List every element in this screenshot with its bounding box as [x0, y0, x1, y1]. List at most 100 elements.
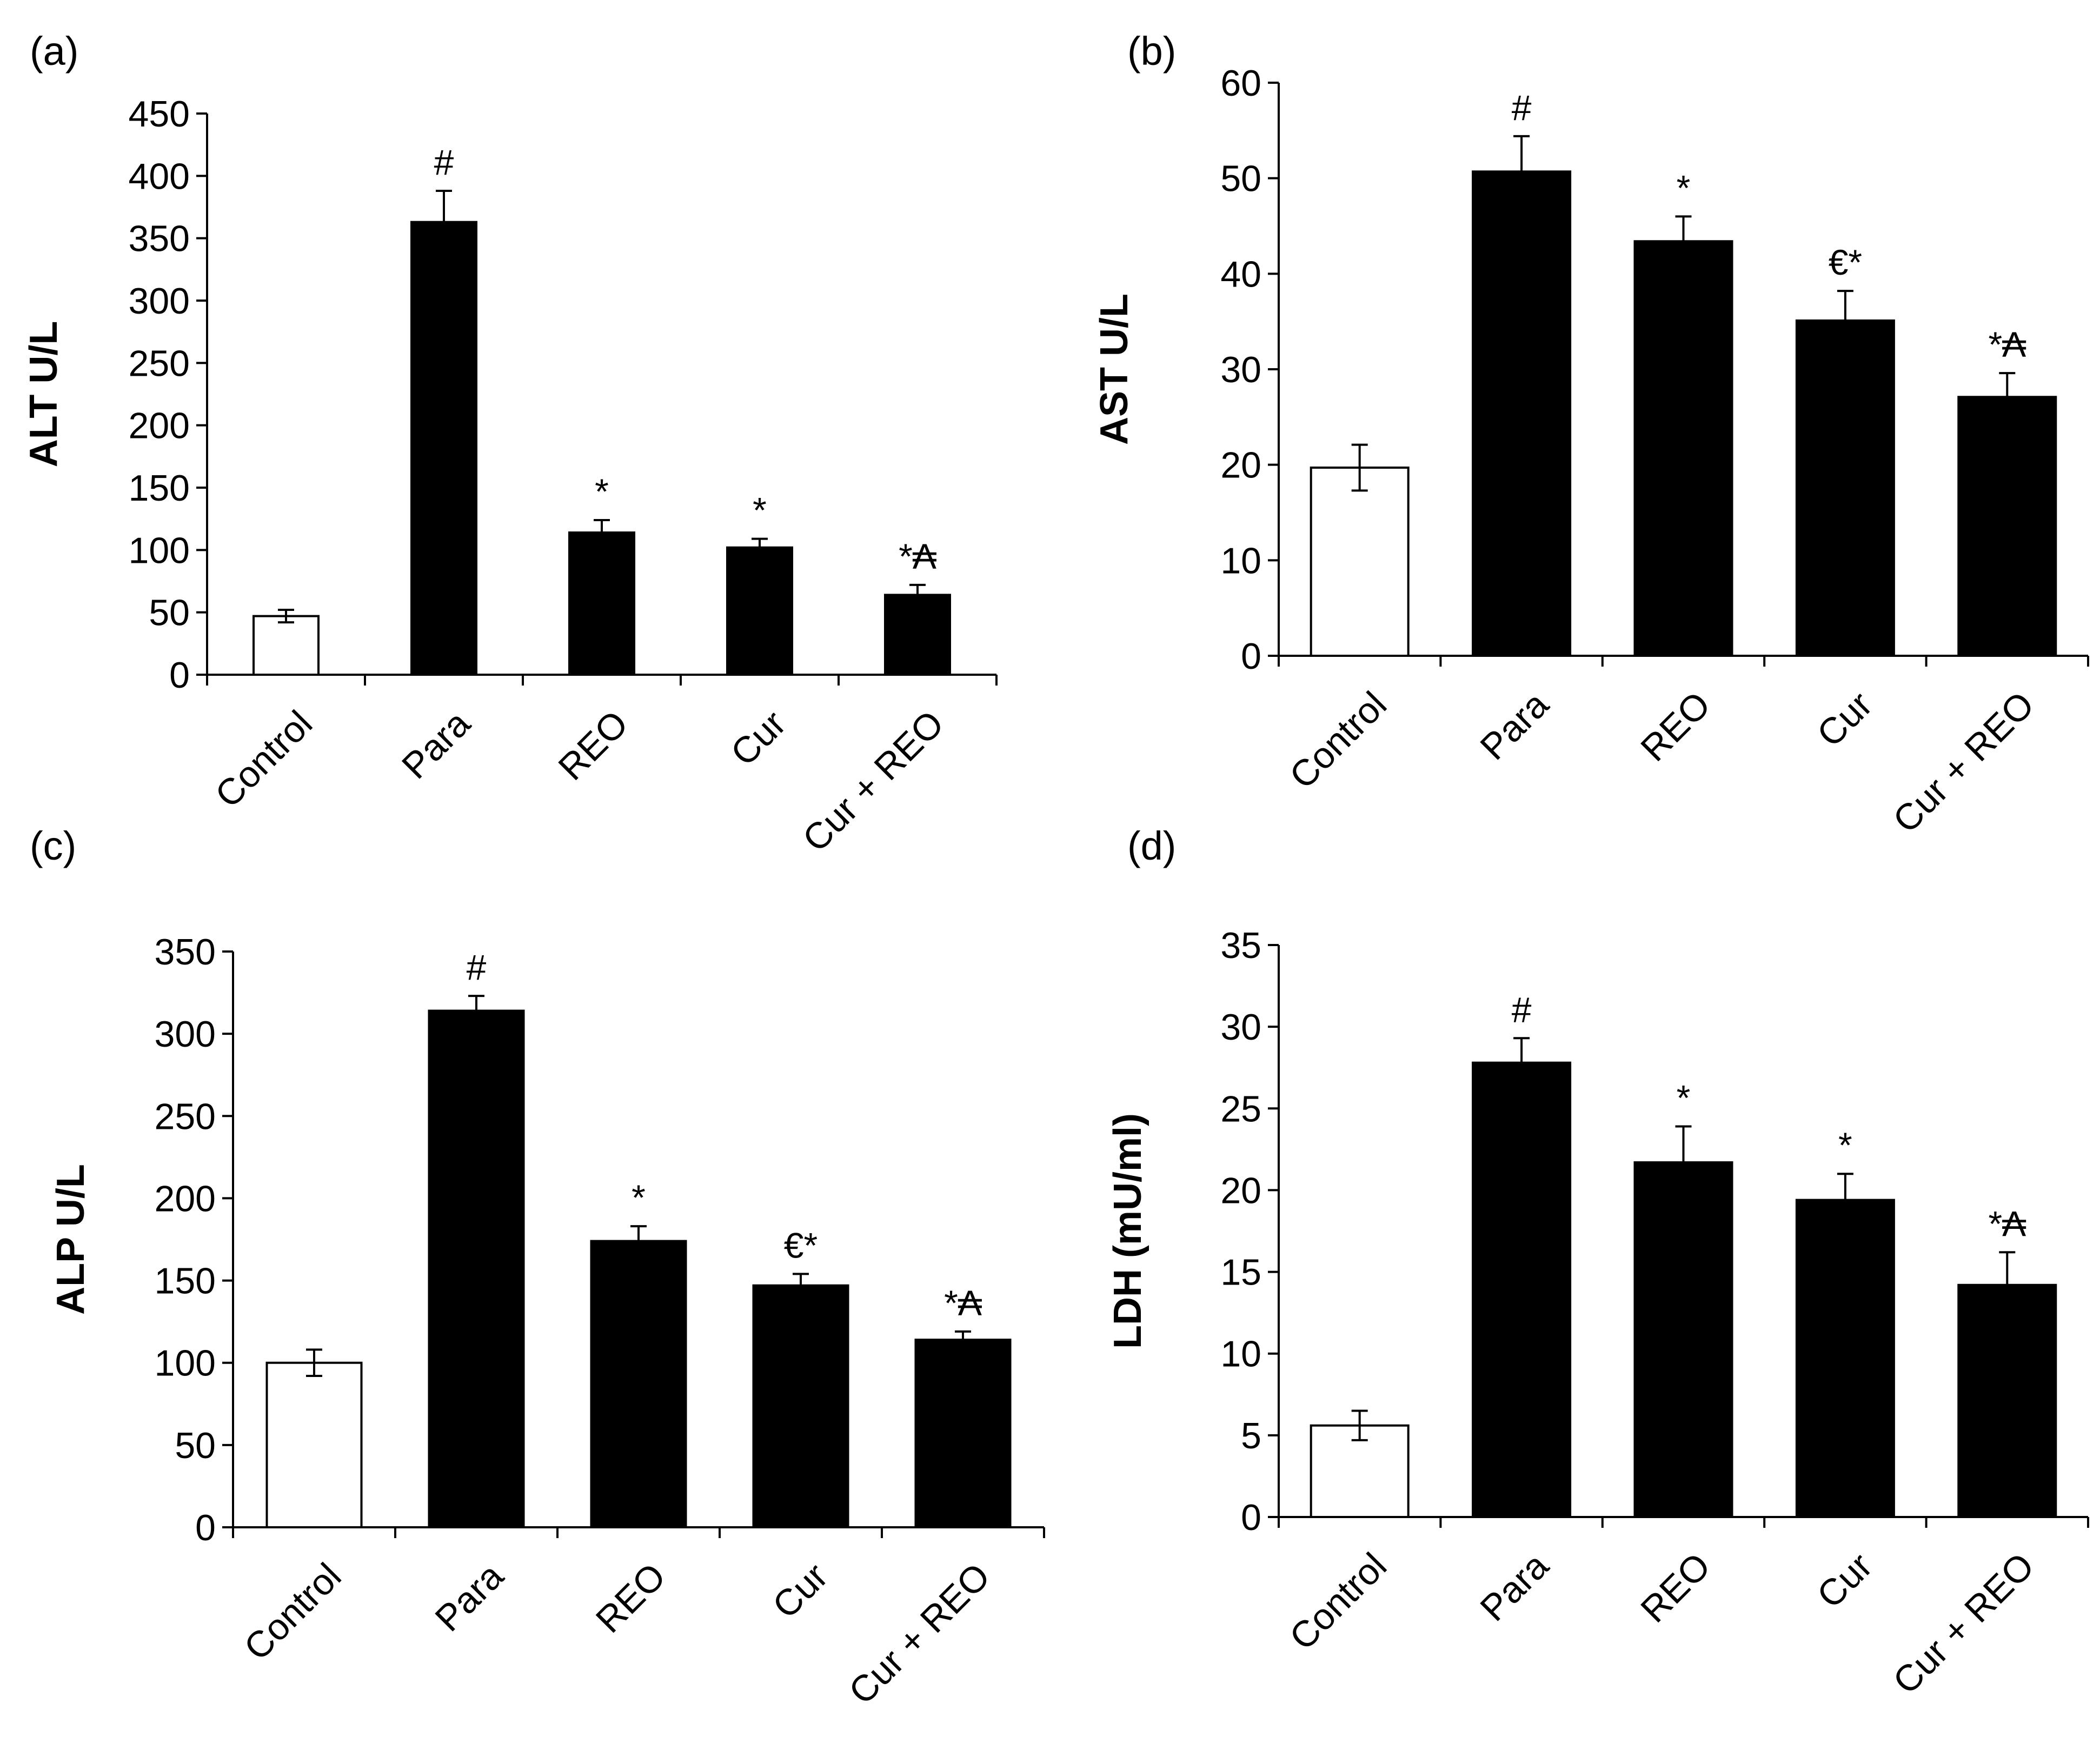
bar-cur — [752, 1284, 849, 1528]
y-tick-label: 100 — [155, 1343, 216, 1384]
x-category-label: Para — [394, 703, 478, 787]
x-category-label: Control — [1281, 1545, 1394, 1658]
y-tick-label: 40 — [1220, 254, 1261, 295]
error-bar — [752, 537, 768, 557]
significance-mark: *₳ — [944, 1283, 982, 1323]
bar-para — [428, 1009, 525, 1528]
y-axis-label: ALT U/L — [22, 321, 65, 468]
x-category-label: Para — [427, 1555, 511, 1639]
x-category-label: Para — [1472, 1545, 1556, 1629]
y-tick-label: 450 — [129, 94, 190, 135]
x-category-label: Control — [1281, 684, 1394, 797]
y-tick-label: 200 — [129, 405, 190, 447]
bar-reo — [1633, 240, 1733, 657]
y-tick-label: 10 — [1220, 540, 1261, 581]
error-bar — [1999, 1251, 2016, 1319]
significance-mark: €* — [1829, 242, 1862, 282]
error-bar — [1513, 1037, 1530, 1088]
bar-control — [265, 1361, 363, 1529]
y-tick-label: 50 — [1220, 158, 1261, 199]
y-tick-label: 35 — [1220, 925, 1261, 966]
x-category-label: Cur + REO — [1885, 684, 2042, 841]
y-tick-label: 5 — [1241, 1415, 1261, 1456]
bar-para — [1472, 170, 1572, 657]
chart-panel-a: (a) ALT U/L 0 50 100 150 200 250 300 350 400 450 Con… — [22, 29, 998, 860]
bar-para — [410, 221, 477, 676]
error-bar — [436, 190, 452, 255]
bar-cur — [726, 546, 793, 676]
y-tick-label: 0 — [1241, 636, 1261, 677]
error-bar — [1675, 215, 1692, 268]
y-tick-label: 60 — [1220, 63, 1261, 104]
bar-reo — [1633, 1161, 1733, 1519]
y-tick-label: 400 — [129, 156, 190, 197]
y-tick-label: 10 — [1220, 1334, 1261, 1375]
error-bar — [955, 1330, 971, 1349]
x-category-label: Cur — [765, 1555, 835, 1626]
significance-mark: *₳ — [899, 536, 937, 576]
y-tick-label: 30 — [1220, 349, 1261, 390]
chart-panel-b: (b) AST U/L 0 10 20 30 40 50 60 Control # Para * REO €… — [1093, 29, 2089, 841]
y-tick-label: 350 — [155, 932, 216, 973]
x-category-label: Control — [236, 1555, 349, 1668]
y-tick-label: 150 — [155, 1261, 216, 1302]
panel-label: (d) — [1127, 823, 1176, 868]
significance-mark: * — [1677, 1078, 1691, 1118]
y-tick-label: 0 — [195, 1507, 216, 1548]
error-bar — [1999, 372, 2016, 422]
error-bar — [1513, 135, 1530, 208]
y-tick-label: 200 — [155, 1178, 216, 1219]
error-bar — [468, 995, 484, 1027]
panel-label: (a) — [30, 29, 78, 74]
y-tick-label: 20 — [1220, 445, 1261, 486]
significance-mark: * — [1838, 1125, 1852, 1165]
x-category-label: Cur + REO — [841, 1555, 998, 1712]
error-bar — [793, 1273, 809, 1298]
error-bar — [630, 1225, 647, 1257]
x-category-label: Cur — [1809, 684, 1880, 755]
bar-control — [1310, 466, 1410, 657]
y-tick-label: 30 — [1220, 1007, 1261, 1048]
error-bar — [909, 583, 926, 606]
bar-cur-reo — [914, 1339, 1012, 1528]
y-axis-label: LDH (mU/ml) — [1106, 1113, 1149, 1349]
x-category-label: Cur + REO — [1885, 1545, 2042, 1702]
significance-mark: *₳ — [1988, 324, 2026, 364]
x-category-label: Cur — [723, 703, 794, 774]
y-tick-label: 350 — [129, 218, 190, 260]
x-category-label: REO — [550, 703, 636, 788]
chart-panel-d: (d) LDH (mU/ml) 0 5 10 15 20 25 30 35 Control # Para… — [1106, 823, 2089, 1702]
bar-reo — [590, 1240, 687, 1529]
x-category-label: Cur + REO — [795, 703, 952, 860]
bar-cur-reo — [1957, 396, 2057, 657]
bar-cur — [1795, 319, 1895, 657]
panel-label: (c) — [30, 823, 76, 868]
x-category-label: Para — [1472, 684, 1556, 768]
panel-label: (b) — [1127, 29, 1176, 74]
significance-mark: # — [434, 142, 454, 182]
error-bar — [594, 518, 610, 547]
significance-mark: # — [1512, 88, 1532, 128]
significance-mark: *₳ — [1988, 1203, 2026, 1243]
error-bar — [1675, 1125, 1692, 1200]
y-tick-label: 300 — [129, 281, 190, 322]
bar-para — [1472, 1061, 1572, 1519]
error-bar — [306, 1348, 322, 1378]
error-bar — [1837, 290, 1853, 351]
x-category-label: REO — [1633, 1545, 1718, 1631]
y-tick-label: 250 — [155, 1096, 216, 1137]
y-tick-label: 0 — [1241, 1497, 1261, 1538]
error-bar — [1351, 443, 1368, 492]
x-category-label: REO — [1633, 684, 1718, 769]
y-tick-label: 300 — [155, 1014, 216, 1055]
significance-mark: €* — [784, 1225, 818, 1265]
significance-mark: * — [1677, 168, 1691, 208]
y-tick-label: 15 — [1220, 1252, 1261, 1293]
error-bar — [1837, 1173, 1853, 1227]
significance-mark: * — [595, 471, 609, 511]
y-axis-label: ALP U/L — [49, 1164, 92, 1315]
bar-cur — [1795, 1199, 1895, 1518]
x-category-label: Control — [207, 703, 320, 816]
error-bar — [278, 609, 294, 624]
